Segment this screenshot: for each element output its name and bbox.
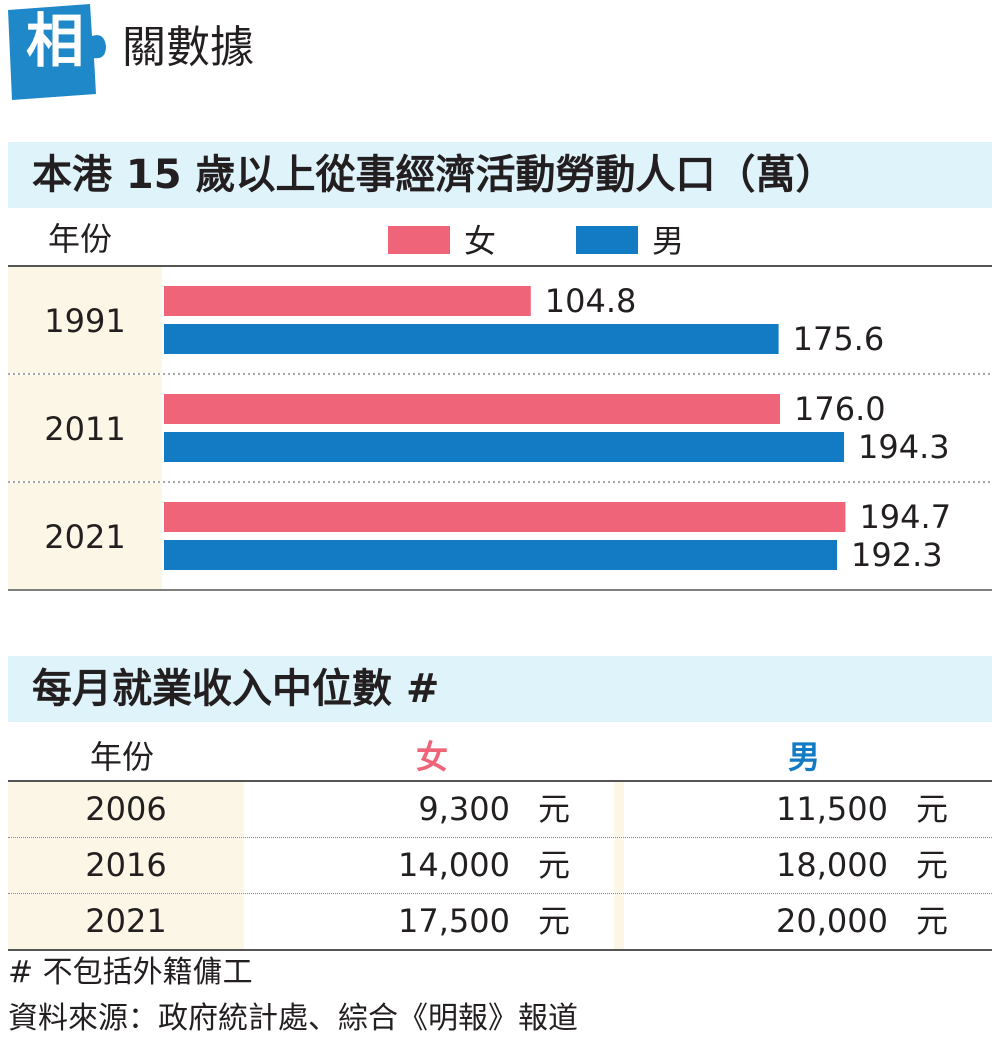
female-income-cell: 14,000 元 [244, 838, 614, 893]
header-year: 年份 [90, 738, 155, 776]
male-income-value: 11,500 [776, 790, 888, 828]
table-row: 2016 14,000 元 18,000 元 [8, 838, 992, 894]
footnote: # 不包括外籍傭工 [8, 955, 253, 990]
female-income-cell: 17,500 元 [244, 894, 614, 949]
table-row: 2006 9,300 元 11,500 元 [8, 782, 992, 838]
bar-value-label: 175.6 [793, 320, 885, 358]
chart-title: 本港 15 歲以上從事經濟活動勞動人口（萬） [32, 152, 836, 198]
row-year: 2006 [8, 782, 244, 837]
legend-label-1: 男 [652, 222, 684, 260]
header-male: 男 [788, 738, 821, 776]
bar-value-label: 176.0 [794, 390, 886, 428]
bar-value-label: 104.8 [545, 282, 637, 320]
bar-value-label: 194.7 [859, 498, 951, 536]
row-year: 2016 [8, 838, 244, 893]
table-title: 每月就業收入中位數 # [32, 666, 440, 712]
bar-female [164, 502, 846, 532]
bar-female [164, 394, 780, 424]
category-header: 年份 [48, 220, 112, 258]
source-note: 資料來源：政府統計處、綜合《明報》報道 [8, 1001, 578, 1036]
puzzle-piece-icon [8, 4, 106, 100]
badge-character: 相 [26, 7, 85, 75]
male-income-cell: 18,000 元 [624, 838, 992, 893]
male-income-cell: 20,000 元 [624, 894, 992, 949]
bar-value-label: 194.3 [858, 428, 950, 466]
category-label: 1991 [44, 302, 125, 340]
female-income-unit: 元 [537, 846, 570, 884]
male-income-value: 20,000 [776, 902, 888, 940]
table-row: 2021 17,500 元 20,000 元 [8, 894, 992, 951]
header-female: 女 [416, 738, 449, 776]
bar-male [164, 432, 845, 462]
chart-title-bar: 本港 15 歲以上從事經濟活動勞動人口（萬） [8, 142, 992, 208]
male-income-unit: 元 [915, 790, 948, 828]
male-income-unit: 元 [915, 902, 948, 940]
category-band [8, 375, 162, 481]
bar-value-label: 192.3 [851, 536, 943, 574]
table-header-row: 年份 女 男 [8, 724, 992, 782]
header-title: 關數據 [122, 22, 254, 73]
header-badge: 相 [6, 2, 110, 102]
bar-female [164, 286, 531, 316]
female-income-cell: 9,300 元 [244, 782, 614, 837]
legend-label-0: 女 [464, 222, 496, 260]
column-divider [614, 894, 624, 949]
column-divider [614, 782, 624, 837]
category-label: 2011 [44, 410, 125, 448]
category-band [8, 267, 162, 373]
female-income-value: 17,500 [398, 902, 510, 940]
chart-legend: 女男 [388, 222, 684, 260]
male-income-unit: 元 [915, 846, 948, 884]
income-table: 年份 女 男 2006 9,300 元 11,500 元 2016 14,000… [8, 724, 992, 951]
female-income-unit: 元 [537, 902, 570, 940]
bar-male [164, 540, 838, 570]
male-income-cell: 11,500 元 [624, 782, 992, 837]
column-divider [614, 838, 624, 893]
notes: # 不包括外籍傭工 資料來源：政府統計處、綜合《明報》報道 [8, 950, 578, 1042]
bar-male [164, 324, 779, 354]
male-income-value: 18,000 [776, 846, 888, 884]
female-income-value: 9,300 [418, 790, 510, 828]
category-band [8, 483, 162, 589]
female-income-value: 14,000 [398, 846, 510, 884]
labor-force-bar-chart: 年份 女男 1991104.8175.62011176.0194.3202119… [8, 220, 992, 591]
category-label: 2021 [44, 518, 125, 556]
female-income-unit: 元 [537, 790, 570, 828]
legend-swatch-0 [388, 226, 450, 254]
row-year: 2021 [8, 894, 244, 949]
table-title-bar: 每月就業收入中位數 # [8, 656, 992, 722]
legend-swatch-1 [576, 226, 638, 254]
